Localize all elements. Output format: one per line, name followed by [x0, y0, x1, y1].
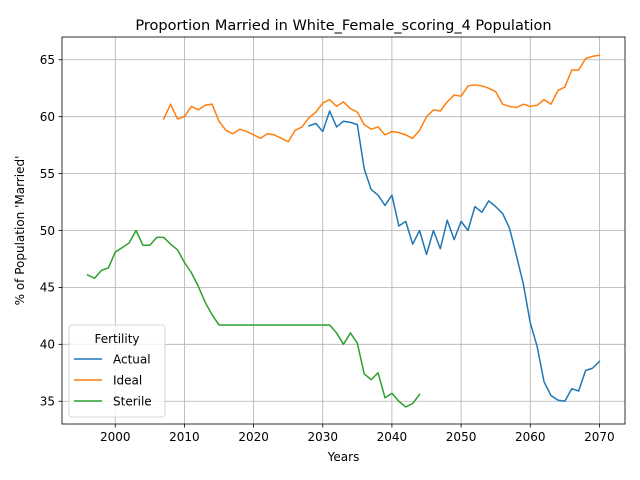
x-tick-label: 2050	[446, 430, 477, 444]
x-tick-label: 2020	[238, 430, 269, 444]
y-tick-label: 35	[40, 395, 55, 409]
x-axis-ticks: 2000 2010 2020 2030 2040 2050 2060 2070	[100, 424, 615, 444]
legend-label-ideal: Ideal	[113, 373, 142, 387]
y-axis-label: % of Population 'Married'	[13, 156, 27, 306]
series-lines	[86, 54, 601, 408]
legend: Fertility Actual Ideal Sterile	[68, 324, 166, 418]
legend-box	[68, 324, 166, 418]
x-tick-label: 2040	[377, 430, 408, 444]
x-tick-label: 2000	[100, 430, 131, 444]
y-tick-label: 50	[40, 224, 55, 238]
legend-label-actual: Actual	[113, 352, 151, 366]
y-tick-label: 60	[40, 110, 55, 124]
grid	[62, 37, 625, 424]
chart-title: Proportion Married in White_Female_scori…	[135, 18, 551, 34]
x-tick-label: 2030	[307, 430, 338, 444]
y-tick-label: 55	[40, 167, 55, 181]
x-tick-label: 2070	[584, 430, 615, 444]
legend-label-sterile: Sterile	[113, 394, 152, 408]
legend-title: Fertility	[94, 332, 139, 346]
y-tick-label: 45	[40, 281, 55, 295]
y-axis-ticks: 35 40 45 50 55 60 65	[40, 53, 62, 409]
x-axis-label: Years	[327, 450, 360, 464]
series-line-sterile	[86, 229, 421, 408]
x-tick-label: 2060	[515, 430, 546, 444]
series-line-actual	[307, 110, 601, 402]
y-tick-label: 65	[40, 53, 55, 67]
y-tick-label: 40	[40, 338, 55, 352]
x-tick-label: 2010	[169, 430, 200, 444]
series-line-ideal	[162, 54, 601, 143]
